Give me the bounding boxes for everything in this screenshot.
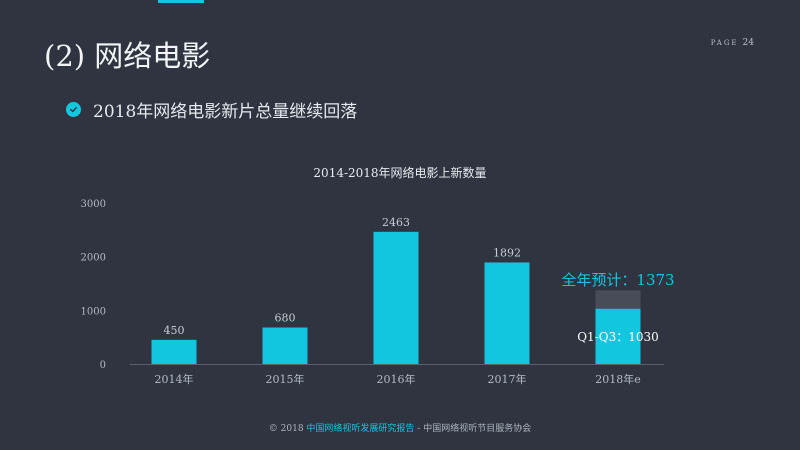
x-tick-label: 2016年 xyxy=(377,372,416,386)
top-accent-bar xyxy=(158,0,204,3)
estimate-full-year-label: 全年预计：1373 xyxy=(561,271,674,289)
bar xyxy=(595,308,641,364)
y-tick-label: 1000 xyxy=(81,306,106,317)
footer: © 2018 中国网络视听发展研究报告 - 中国网络视听节目服务协会 xyxy=(0,421,800,434)
data-label: 450 xyxy=(164,324,185,337)
bar xyxy=(484,262,530,364)
y-tick-label: 2000 xyxy=(81,253,106,264)
data-label: 2463 xyxy=(382,216,410,229)
y-tick-label: 0 xyxy=(100,360,106,371)
bar xyxy=(262,327,308,364)
x-tick-label: 2014年 xyxy=(155,372,194,386)
estimate-partial-label: Q1-Q3：1030 xyxy=(577,330,659,344)
footer-copyright: © 2018 xyxy=(268,424,304,434)
page-number-value: 24 xyxy=(742,38,754,48)
footer-report-name: 中国网络视听发展研究报告 xyxy=(306,424,415,434)
footer-organization: 中国网络视听节目服务协会 xyxy=(423,424,532,434)
x-tick-label: 2017年 xyxy=(488,372,527,386)
x-tick-label: 2018年e xyxy=(595,372,641,386)
data-label: 1892 xyxy=(493,246,521,259)
chart-title: 2014-2018年网络电影上新数量 xyxy=(313,165,486,180)
data-label: 680 xyxy=(275,312,296,325)
x-tick-label: 2015年 xyxy=(266,372,305,386)
bar xyxy=(151,339,197,364)
key-point-text: 2018年网络电影新片总量继续回落 xyxy=(93,102,358,122)
page-number: PAGE 24 xyxy=(711,38,754,48)
key-point: 2018年网络电影新片总量继续回落 xyxy=(66,97,357,122)
check-circle-icon xyxy=(66,102,81,117)
footer-separator: - xyxy=(414,424,424,434)
page-title: (2) 网络电影 xyxy=(44,39,211,73)
bar xyxy=(373,231,419,364)
bar-remainder-estimate xyxy=(595,290,641,309)
y-tick-label: 3000 xyxy=(81,199,106,210)
page-label: PAGE xyxy=(710,39,739,47)
